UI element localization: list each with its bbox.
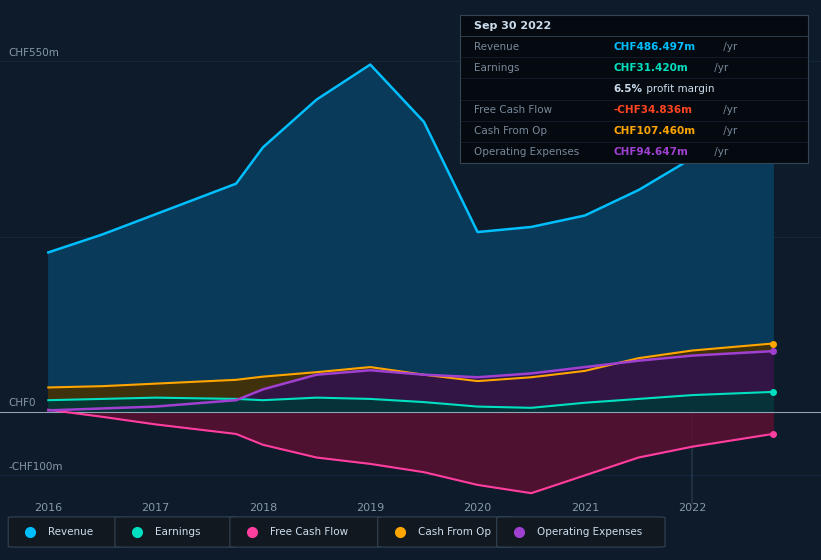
Text: CHF486.497m: CHF486.497m — [613, 41, 695, 52]
Text: /yr: /yr — [710, 147, 727, 157]
Text: CHF0: CHF0 — [8, 399, 36, 408]
Text: /yr: /yr — [710, 63, 727, 73]
Text: /yr: /yr — [720, 105, 737, 115]
Text: 2018: 2018 — [249, 503, 277, 513]
Text: Operating Expenses: Operating Expenses — [537, 527, 642, 537]
Text: 2022: 2022 — [678, 503, 706, 513]
FancyBboxPatch shape — [497, 517, 665, 547]
Text: /yr: /yr — [720, 41, 737, 52]
Text: profit margin: profit margin — [643, 84, 714, 94]
Text: Cash From Op: Cash From Op — [474, 127, 547, 136]
Text: -CHF34.836m: -CHF34.836m — [613, 105, 692, 115]
FancyBboxPatch shape — [230, 517, 382, 547]
Text: 6.5%: 6.5% — [613, 84, 642, 94]
Text: 2019: 2019 — [356, 503, 384, 513]
FancyBboxPatch shape — [8, 517, 123, 547]
Text: CHF94.647m: CHF94.647m — [613, 147, 688, 157]
FancyBboxPatch shape — [115, 517, 238, 547]
Text: /yr: /yr — [720, 127, 737, 136]
Text: CHF550m: CHF550m — [8, 48, 59, 58]
Text: Cash From Op: Cash From Op — [418, 527, 491, 537]
Text: Revenue: Revenue — [474, 41, 519, 52]
FancyBboxPatch shape — [378, 517, 513, 547]
Text: Free Cash Flow: Free Cash Flow — [474, 105, 552, 115]
Text: 2021: 2021 — [571, 503, 599, 513]
Text: Earnings: Earnings — [155, 527, 200, 537]
Text: -CHF100m: -CHF100m — [8, 462, 63, 472]
Text: 2017: 2017 — [141, 503, 170, 513]
Text: Revenue: Revenue — [48, 527, 94, 537]
Text: Operating Expenses: Operating Expenses — [474, 147, 579, 157]
Text: Earnings: Earnings — [474, 63, 520, 73]
Text: Sep 30 2022: Sep 30 2022 — [474, 21, 551, 31]
Text: Free Cash Flow: Free Cash Flow — [270, 527, 348, 537]
Text: CHF107.460m: CHF107.460m — [613, 127, 695, 136]
Text: 2020: 2020 — [463, 503, 492, 513]
Text: 2016: 2016 — [34, 503, 62, 513]
Text: CHF31.420m: CHF31.420m — [613, 63, 688, 73]
